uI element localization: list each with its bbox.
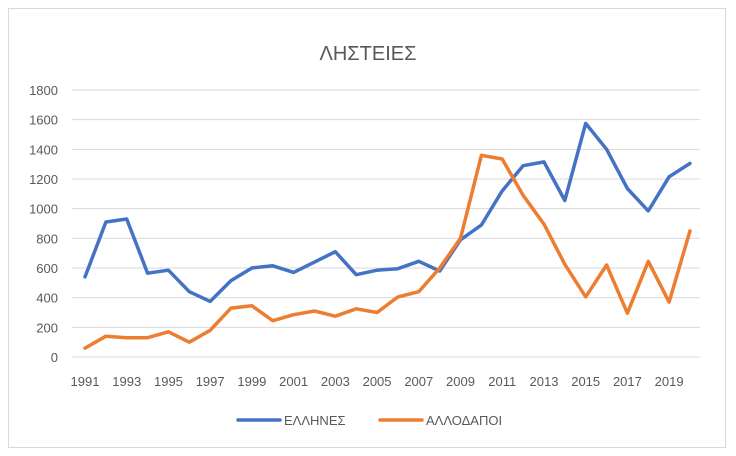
- y-axis: 0 200 400 600 800 1000 1200 1400 1600 1800: [29, 83, 58, 365]
- chart-title: ΛΗΣΤΕΙΕΣ: [320, 43, 417, 65]
- x-tick-label: 1997: [196, 374, 225, 389]
- x-tick-label: 2017: [613, 374, 642, 389]
- y-tick-label: 800: [36, 231, 58, 246]
- y-tick-label: 200: [36, 320, 58, 335]
- legend: ΕΛΛΗΝΕΣ ΑΛΛΟΔΑΠΟΙ: [236, 413, 502, 428]
- y-tick-label: 1000: [29, 202, 58, 217]
- y-tick-label: 1800: [29, 83, 58, 98]
- series-line-1: [83, 121, 692, 304]
- x-tick-label: 2013: [530, 374, 559, 389]
- x-tick-label: 2019: [655, 374, 684, 389]
- legend-label: ΑΛΛΟΔΑΠΟΙ: [426, 413, 502, 428]
- grid: [72, 89, 700, 358]
- x-tick-label: 2011: [488, 374, 516, 389]
- y-tick-label: 1200: [29, 172, 58, 187]
- x-tick-label: 2003: [321, 374, 350, 389]
- x-tick-label: 2009: [446, 374, 475, 389]
- y-tick-label: 1400: [29, 142, 58, 157]
- y-tick-label: 400: [36, 291, 58, 306]
- x-tick-label: 2001: [279, 374, 308, 389]
- x-tick-label: 1999: [237, 374, 266, 389]
- x-tick-label: 1993: [112, 374, 141, 389]
- x-tick-label: 1991: [71, 374, 100, 389]
- legend-label: ΕΛΛΗΝΕΣ: [284, 413, 346, 428]
- series-line-2: [83, 153, 692, 350]
- y-tick-label: 600: [36, 261, 58, 276]
- x-tick-label: 1995: [154, 374, 183, 389]
- x-tick-label: 2005: [363, 374, 392, 389]
- x-tick-label: 2007: [404, 374, 433, 389]
- chart-frame: [8, 8, 726, 448]
- y-tick-label: 1600: [29, 113, 58, 128]
- series: [83, 121, 692, 350]
- x-axis: 1991 1993 1995 1997 1999 2001 2003 2005 2007 2009…: [71, 374, 684, 389]
- x-tick-label: 2015: [571, 374, 600, 389]
- y-tick-label: 0: [51, 350, 58, 365]
